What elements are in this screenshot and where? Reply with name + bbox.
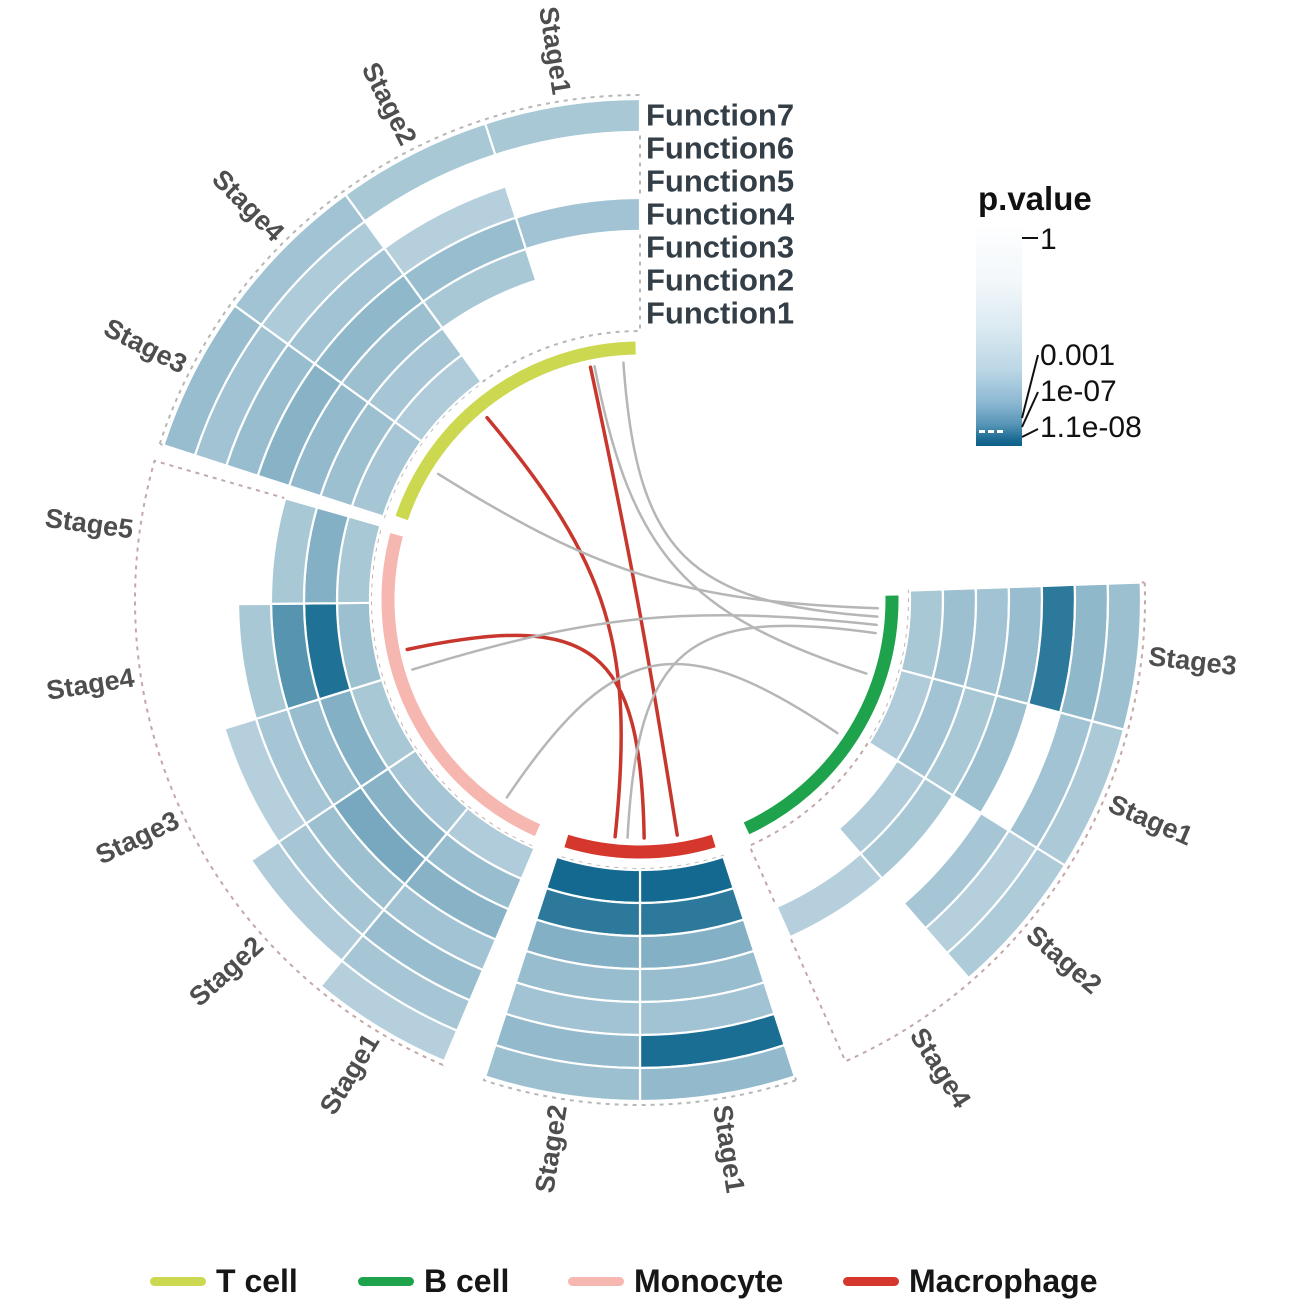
pvalue-tick-11e08: 1.1e-08: [1040, 411, 1142, 444]
monocyte-legend-label: Monocyte: [634, 1262, 784, 1299]
legend-item-monocyte: Monocyte: [568, 1258, 783, 1304]
celltype-legend: T cell B cell Monocyte Macrophage: [0, 1258, 1308, 1308]
chord-link: [405, 633, 646, 840]
stage-label: Stage4: [206, 164, 290, 248]
stage-label: Stage4: [44, 662, 136, 705]
function-label: Function4: [646, 197, 795, 232]
t-cell-sector-outline: [158, 93, 641, 519]
macrophage-swatch: [843, 1276, 899, 1286]
tcell-swatch: [150, 1276, 206, 1286]
legend-item-macrophage: Macrophage: [843, 1258, 1097, 1304]
t-cell-arc: [395, 341, 636, 521]
function-label: Function3: [646, 230, 794, 265]
pvalue-tick-lines: [1021, 237, 1039, 438]
b-cell-sector-outline: [748, 581, 1146, 1063]
monocyte-arc: [381, 533, 541, 837]
bcell-legend-label: B cell: [424, 1262, 510, 1299]
tcell-legend-label: T cell: [216, 1262, 298, 1299]
stage-label: Stage3: [1147, 641, 1238, 681]
heatmap-cell: [775, 852, 884, 939]
stage-label: Stage1: [1104, 789, 1197, 852]
stage-label: Stage2: [183, 931, 269, 1013]
chord-link: [593, 365, 868, 675]
chord-link: [622, 361, 879, 618]
stage-label: Stage5: [43, 503, 135, 545]
stage-label: Stage3: [99, 312, 192, 379]
stage-label: Stage1: [707, 1103, 750, 1195]
chord-link: [436, 472, 880, 610]
stage-label: Stage1: [533, 4, 576, 96]
macrophage-legend-label: Macrophage: [909, 1262, 1098, 1299]
legend-item-bcell: B cell: [358, 1258, 509, 1304]
function-label: Function7: [646, 98, 794, 133]
function-label: Function2: [646, 263, 794, 298]
chord-link: [485, 415, 623, 839]
heatmap-cell: [945, 846, 1067, 980]
pvalue-gradient-bar: [976, 228, 1022, 446]
stage-label: Stage2: [356, 57, 423, 150]
stage-label: Stage3: [91, 805, 184, 870]
heatmap-cell: [483, 97, 642, 157]
monocyte-swatch: [568, 1276, 624, 1286]
chord-link: [588, 365, 679, 837]
heatmap-cell: [951, 694, 1030, 815]
pvalue-tick-1e07: 1e-07: [1040, 375, 1117, 408]
pvalue-tick-0001: 0.001: [1040, 339, 1116, 372]
pvalue-tick-1: 1: [1040, 223, 1057, 256]
chord-link: [505, 662, 839, 799]
heatmap-cell: [223, 717, 308, 844]
stage-label: Stage1: [314, 1028, 386, 1119]
heatmap-cell: [269, 496, 319, 605]
pvalue-legend-title: p.value: [978, 180, 1092, 217]
heatmap-cell: [483, 1043, 642, 1103]
chord-link: [626, 624, 877, 839]
bcell-swatch: [358, 1276, 414, 1286]
function-label: Function6: [646, 131, 794, 166]
function-label: Function5: [646, 164, 794, 199]
chord-link: [411, 613, 878, 671]
heatmap-cell: [514, 196, 642, 251]
function-label: Function1: [646, 296, 794, 331]
stage-label: Stage2: [1021, 920, 1108, 1000]
legend-item-tcell: T cell: [150, 1258, 298, 1304]
macrophage-arc: [564, 834, 716, 859]
stage-label: Stage4: [904, 1023, 977, 1114]
pvalue-min-marker: [979, 430, 1003, 433]
b-cell-arc: [743, 595, 899, 835]
stage-label: Stage2: [529, 1103, 572, 1195]
macrophage-sector-outline: [482, 854, 798, 1106]
